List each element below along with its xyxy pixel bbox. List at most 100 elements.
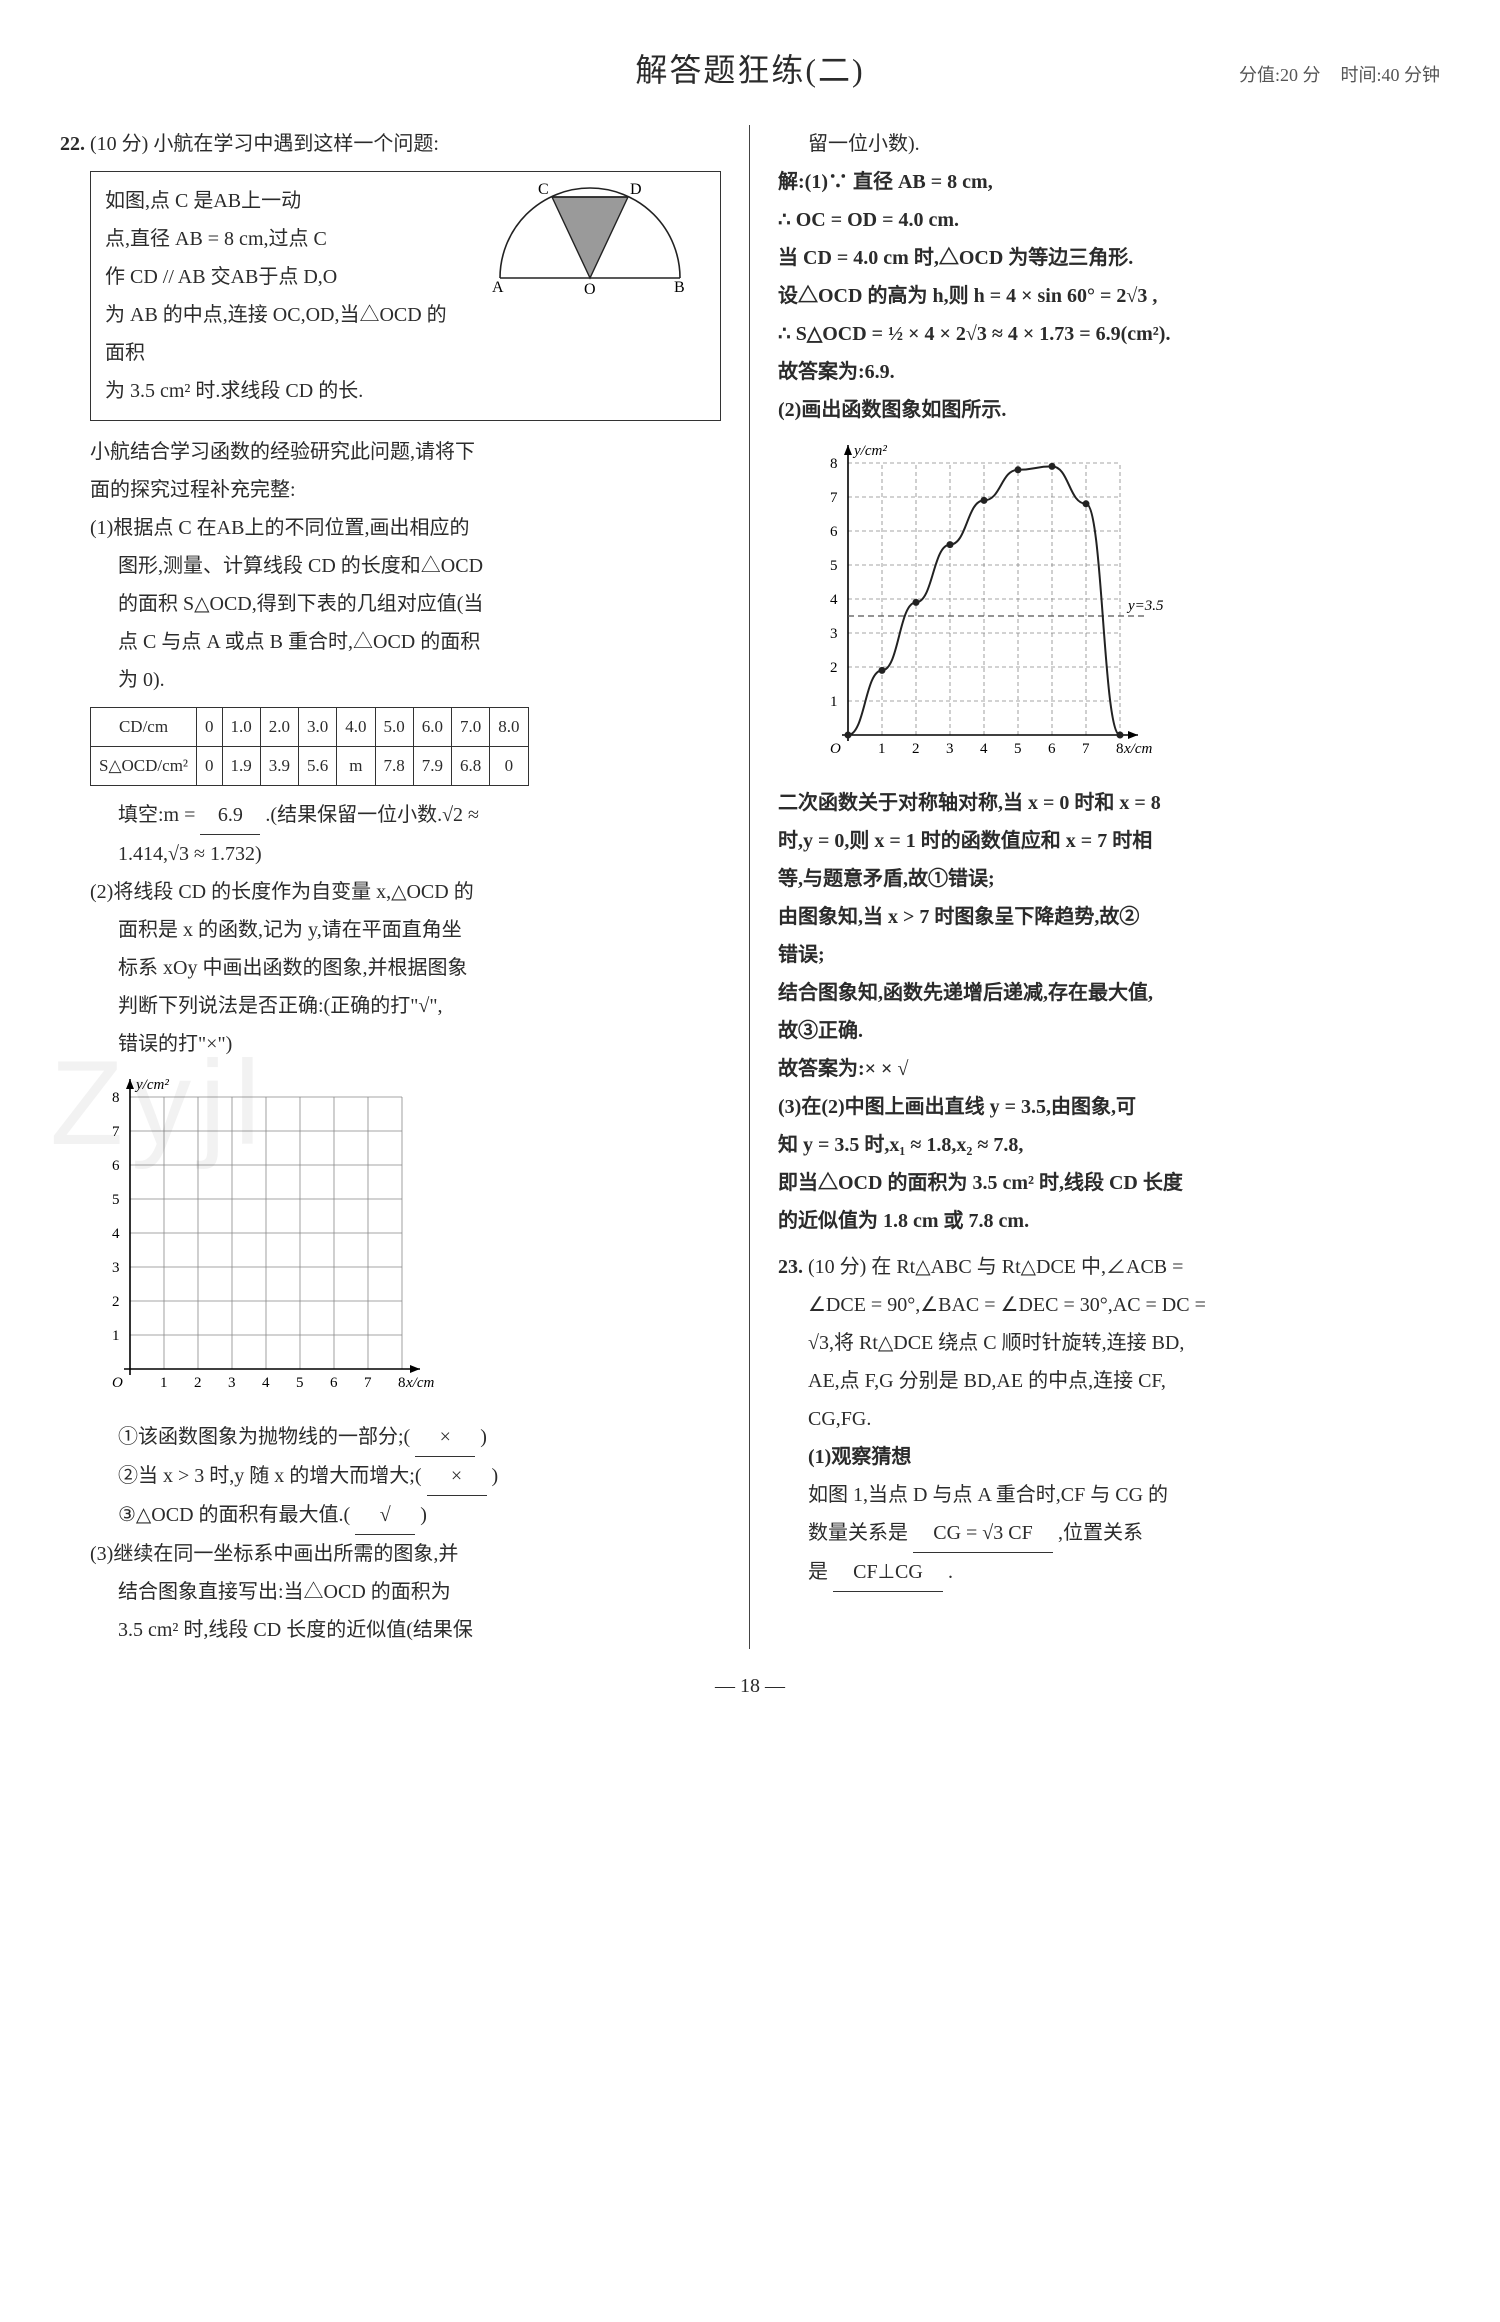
table-row: S△OCD/cm² 0 1.9 3.9 5.6 m 7.8 7.9 6.8 0 — [91, 747, 529, 786]
svg-text:3: 3 — [830, 626, 838, 642]
svg-text:7: 7 — [1082, 741, 1090, 757]
svg-text:4: 4 — [112, 1226, 120, 1242]
r-line: 错误; — [778, 936, 1440, 974]
q22-intro: 小航在学习中遇到这样一个问题: — [153, 133, 439, 155]
svg-text:8: 8 — [830, 456, 838, 472]
svg-text:8: 8 — [112, 1090, 120, 1106]
problem-box: 如图,点 C 是AB上一动 点,直径 AB = 8 cm,过点 C 作 CD /… — [90, 171, 721, 421]
q23-fill-line2: 是 CF⊥CG . — [778, 1553, 1440, 1592]
svg-text:1: 1 — [878, 741, 886, 757]
p1-line: 点 C 与点 A 或点 B 重合时,△OCD 的面积 — [60, 623, 721, 661]
svg-text:3: 3 — [946, 741, 954, 757]
box-line: 点,直径 AB = 8 cm,过点 C — [105, 220, 454, 258]
r-line: ∴ S△OCD = ½ × 4 × 2√3 ≈ 4 × 1.73 = 6.9(c… — [778, 315, 1440, 353]
svg-text:7: 7 — [830, 490, 838, 506]
page-number: — 18 — — [60, 1667, 1440, 1705]
td: 5.0 — [375, 707, 413, 746]
svg-text:8: 8 — [1116, 741, 1124, 757]
svg-text:6: 6 — [1048, 741, 1056, 757]
opt-line: ①该函数图象为抛物线的一部分;( × ) — [60, 1418, 721, 1457]
p1-line: 为 0). — [60, 661, 721, 699]
p1-line: 的面积 S△OCD,得到下表的几组对应值(当 — [60, 585, 721, 623]
svg-text:1: 1 — [112, 1328, 120, 1344]
td: 3.9 — [260, 747, 298, 786]
svg-text:4: 4 — [262, 1375, 270, 1391]
td: 6.8 — [452, 747, 490, 786]
r-line: 即当△OCD 的面积为 3.5 cm² 时,线段 CD 长度 — [778, 1164, 1440, 1202]
p3-line: 3.5 cm² 时,线段 CD 长度的近似值(结果保 — [60, 1611, 721, 1649]
p2-line: 错误的打"×") — [60, 1025, 721, 1063]
label-A: A — [492, 279, 504, 295]
opt3-text: ③△OCD 的面积有最大值.( — [118, 1504, 350, 1526]
svg-text:5: 5 — [112, 1192, 120, 1208]
td: 8.0 — [490, 707, 528, 746]
r-line: 结合图象知,函数先递增后递减,存在最大值, — [778, 974, 1440, 1012]
td: 7.9 — [413, 747, 451, 786]
box-line: 为 AB 的中点,连接 OC,OD,当△OCD 的面积 — [105, 296, 454, 372]
label-C: C — [538, 181, 549, 198]
q22-number: 22. — [60, 133, 85, 155]
after-box-line: 小航结合学习函数的经验研究此问题,请将下 — [60, 433, 721, 471]
svg-text:O: O — [112, 1375, 123, 1391]
svg-text:2: 2 — [112, 1294, 120, 1310]
r-line: 由图象知,当 x > 7 时图象呈下降趋势,故② — [778, 898, 1440, 936]
svg-text:6: 6 — [330, 1375, 338, 1391]
r-line: 的近似值为 1.8 cm 或 7.8 cm. — [778, 1202, 1440, 1240]
r-line: 解:(1)∵ 直径 AB = 8 cm, — [778, 163, 1440, 201]
td: 0 — [197, 747, 223, 786]
svg-text:4: 4 — [980, 741, 988, 757]
semicircle-figure: A B O C D — [490, 180, 710, 308]
opt-line: ③△OCD 的面积有最大值.( √ ) — [60, 1496, 721, 1535]
paren-close: ) — [480, 1426, 487, 1448]
svg-text:1: 1 — [830, 694, 838, 710]
r-line: 时,y = 0,则 x = 1 时的函数值应和 x = 7 时相 — [778, 822, 1440, 860]
label-B: B — [674, 279, 685, 295]
p2-line: 面积是 x 的函数,记为 y,请在平面直角坐 — [60, 911, 721, 949]
q23-fill1: CG = √3 CF — [913, 1514, 1053, 1553]
svg-text:x/cm: x/cm — [1123, 741, 1152, 757]
svg-text:x/cm: x/cm — [405, 1375, 434, 1391]
svg-text:O: O — [830, 741, 841, 757]
r-line: (3)在(2)中图上画出直线 y = 3.5,由图象,可 — [778, 1088, 1440, 1126]
svg-text:5: 5 — [830, 558, 838, 574]
r-line: 二次函数关于对称轴对称,当 x = 0 时和 x = 8 — [778, 784, 1440, 822]
td: 1.9 — [222, 747, 260, 786]
q23-l8b: ,位置关系 — [1058, 1522, 1143, 1544]
problem-box-text: 如图,点 C 是AB上一动 点,直径 AB = 8 cm,过点 C 作 CD /… — [105, 182, 454, 410]
r-line: 故③正确. — [778, 1012, 1440, 1050]
td: 3.0 — [299, 707, 337, 746]
svg-text:7: 7 — [112, 1124, 120, 1140]
svg-text:6: 6 — [112, 1158, 120, 1174]
score-meta: 分值:20 分 — [1239, 65, 1321, 85]
grid1-svg: 1234567812345678Ox/cmy/cm² — [90, 1069, 450, 1399]
p1-line: (1)根据点 C 在AB上的不同位置,画出相应的 — [60, 509, 721, 547]
td: 7.8 — [375, 747, 413, 786]
fill-label: 填空:m = — [118, 804, 195, 826]
td: 2.0 — [260, 707, 298, 746]
q23-line: AE,点 F,G 分别是 BD,AE 的中点,连接 CF, — [778, 1362, 1440, 1400]
svg-text:5: 5 — [296, 1375, 304, 1391]
svg-text:3: 3 — [228, 1375, 236, 1391]
opt2-text: ②当 x > 3 时,y 随 x 的增大而增大;( — [118, 1465, 422, 1487]
q23-points: (10 分) — [808, 1256, 866, 1278]
grid2-svg: 1234567812345678Ox/cmy/cm²y=3.5 — [808, 435, 1198, 765]
q23-line: CG,FG. — [778, 1400, 1440, 1438]
two-column-layout: 22. (10 分) 小航在学习中遇到这样一个问题: 如图,点 C 是AB上一动… — [60, 125, 1440, 1650]
svg-text:y=3.5: y=3.5 — [1126, 598, 1164, 614]
data-table: CD/cm 0 1.0 2.0 3.0 4.0 5.0 6.0 7.0 8.0 … — [90, 707, 529, 787]
td: 6.0 — [413, 707, 451, 746]
r-line: 知 y = 3.5 时,x₁ ≈ 1.8,x₂ ≈ 7.8, — [778, 1126, 1440, 1164]
p2-line: (2)将线段 CD 的长度作为自变量 x,△OCD 的 — [60, 873, 721, 911]
q23-line: 如图 1,当点 D 与点 A 重合时,CF 与 CG 的 — [778, 1476, 1440, 1514]
r-line: ∴ OC = OD = 4.0 cm. — [778, 201, 1440, 239]
q23-fill-line: 数量关系是 CG = √3 CF ,位置关系 — [778, 1514, 1440, 1553]
td: 5.6 — [299, 747, 337, 786]
fill-blank-m: 6.9 — [200, 796, 260, 835]
r-line: 故答案为:× × √ — [778, 1050, 1440, 1088]
after-box-line: 面的探究过程补充完整: — [60, 471, 721, 509]
p3-line: 结合图象直接写出:当△OCD 的面积为 — [60, 1573, 721, 1611]
q23-line: (1)观察猜想 — [778, 1438, 1440, 1476]
p2-line: 标系 xOy 中画出函数的图象,并根据图象 — [60, 949, 721, 987]
left-column: 22. (10 分) 小航在学习中遇到这样一个问题: 如图,点 C 是AB上一动… — [60, 125, 750, 1650]
r-line: 留一位小数). — [778, 125, 1440, 163]
